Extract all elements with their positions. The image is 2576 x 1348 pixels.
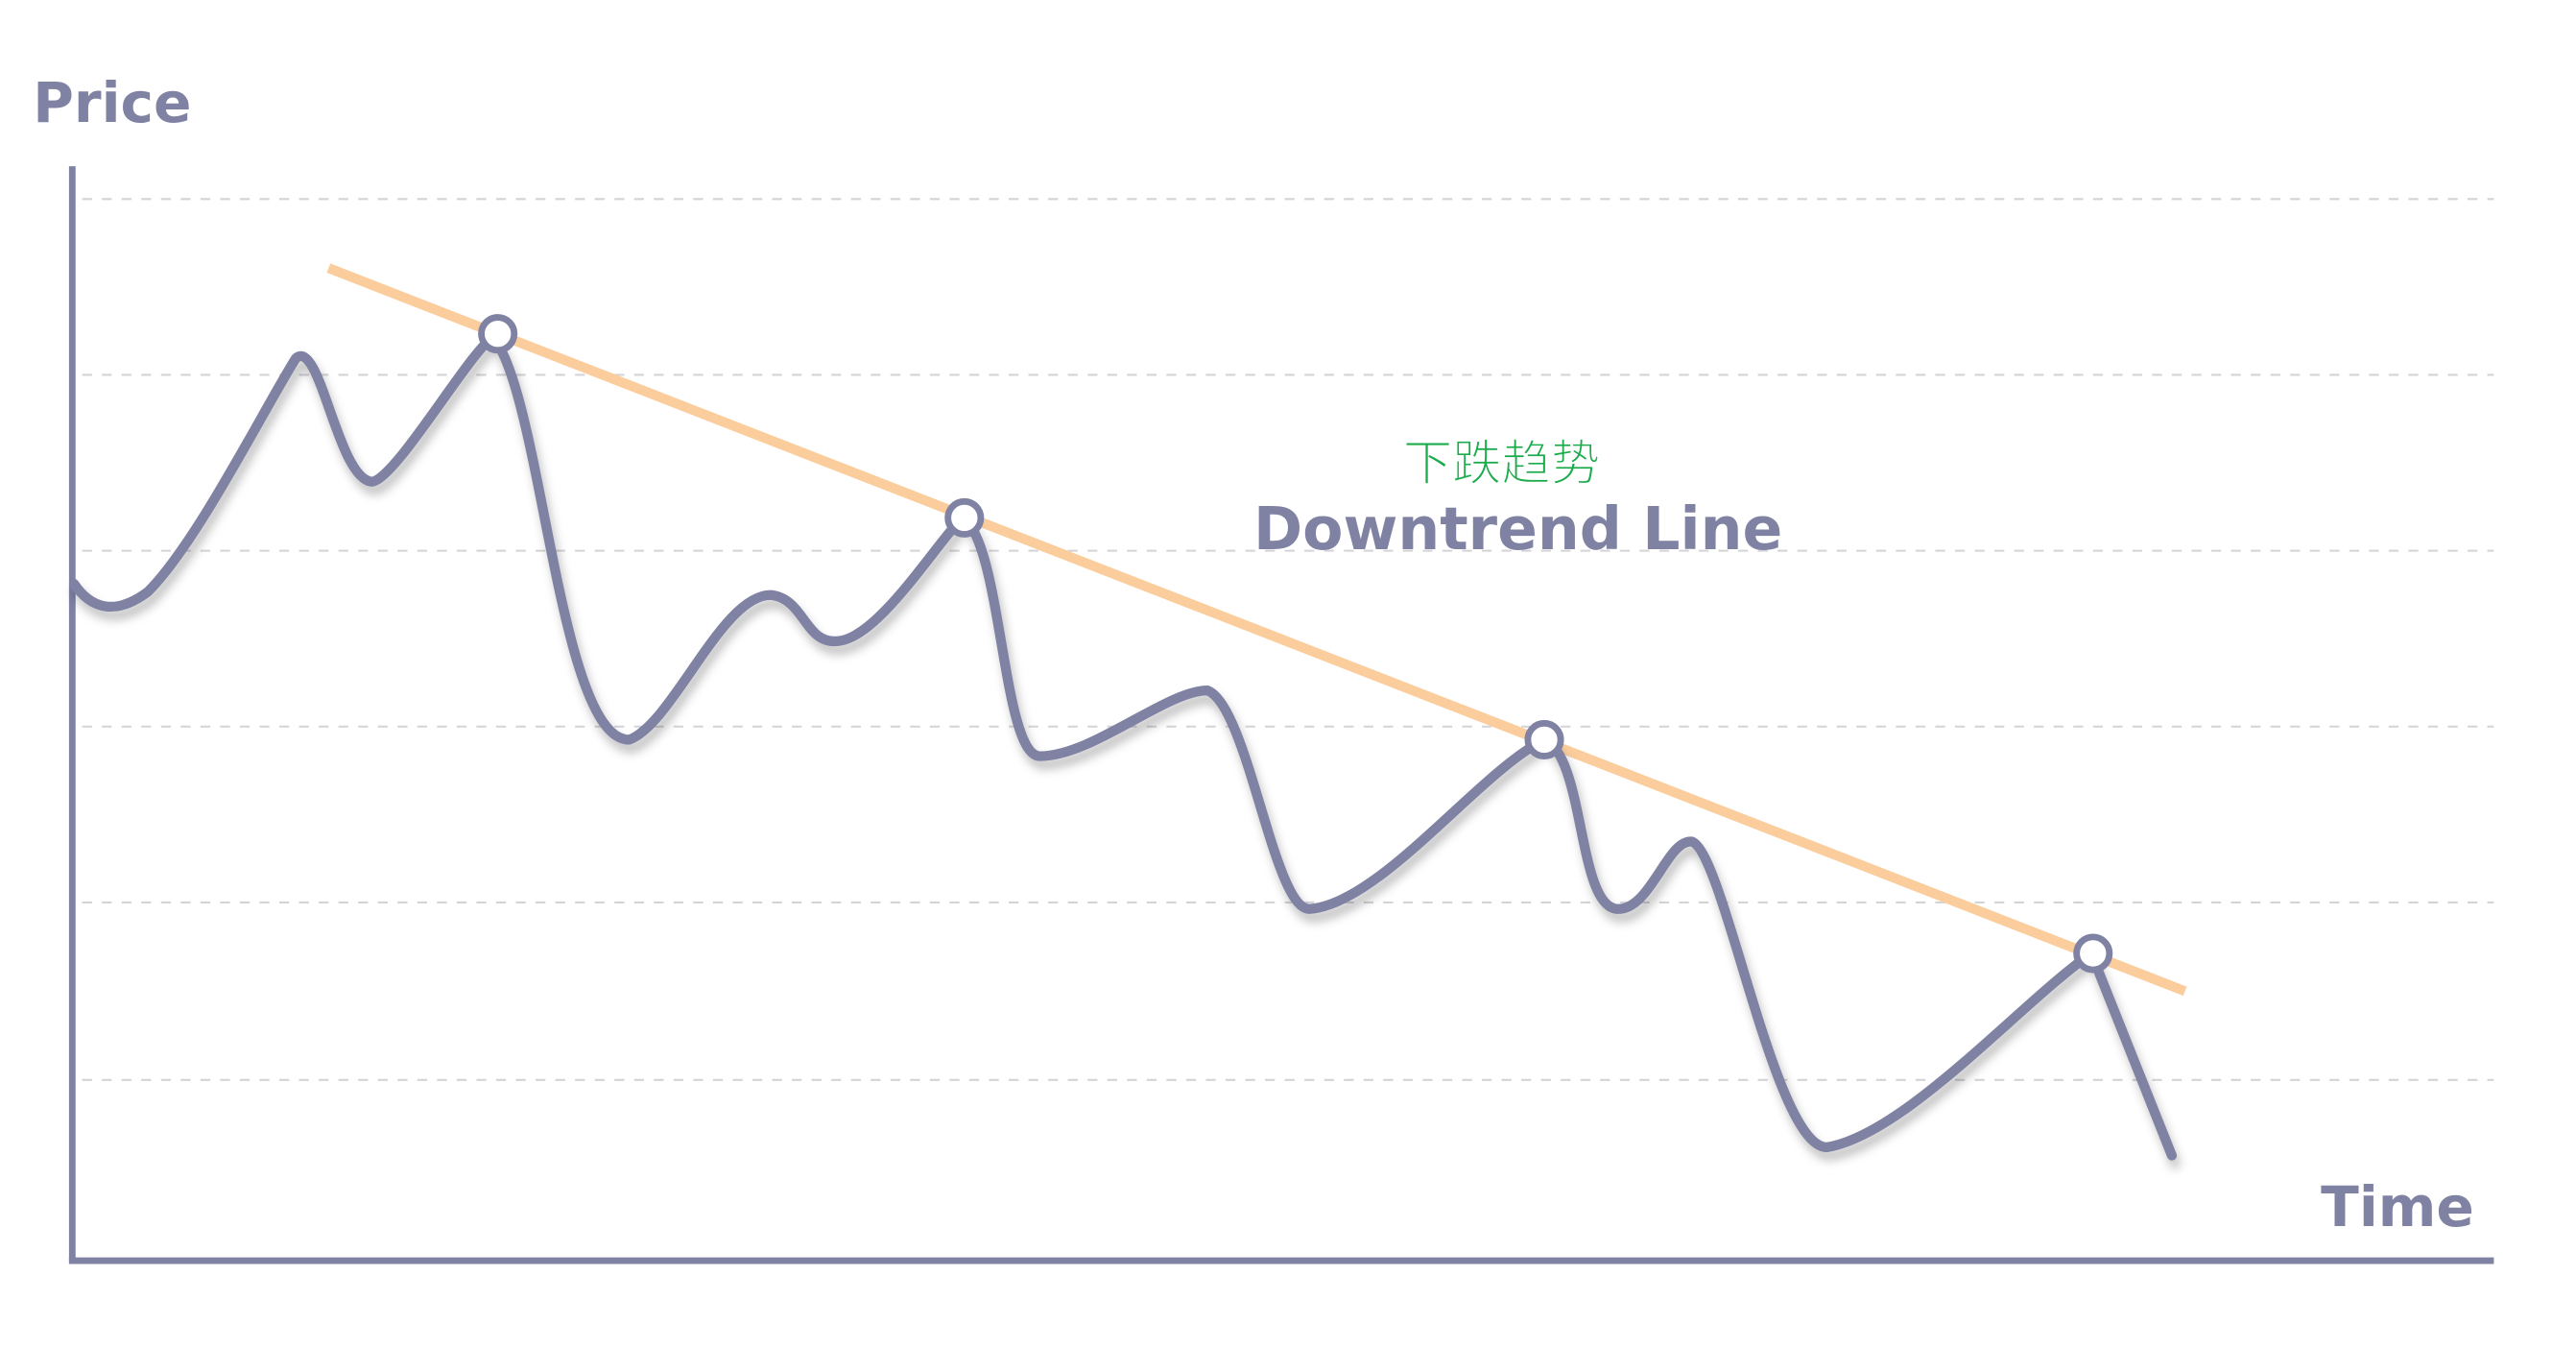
trend-line <box>326 263 2187 997</box>
annotation-english: Downtrend Line <box>1253 494 1782 564</box>
touch-points <box>478 314 2113 974</box>
price-curve <box>68 331 2178 1161</box>
x-axis-label: Time <box>2321 1174 2474 1240</box>
axes <box>68 166 2494 1264</box>
annotation-chinese: 下跌趋势 <box>1403 435 1600 493</box>
y-axis-label: Price <box>33 70 191 135</box>
grid-lines <box>82 198 2494 1081</box>
